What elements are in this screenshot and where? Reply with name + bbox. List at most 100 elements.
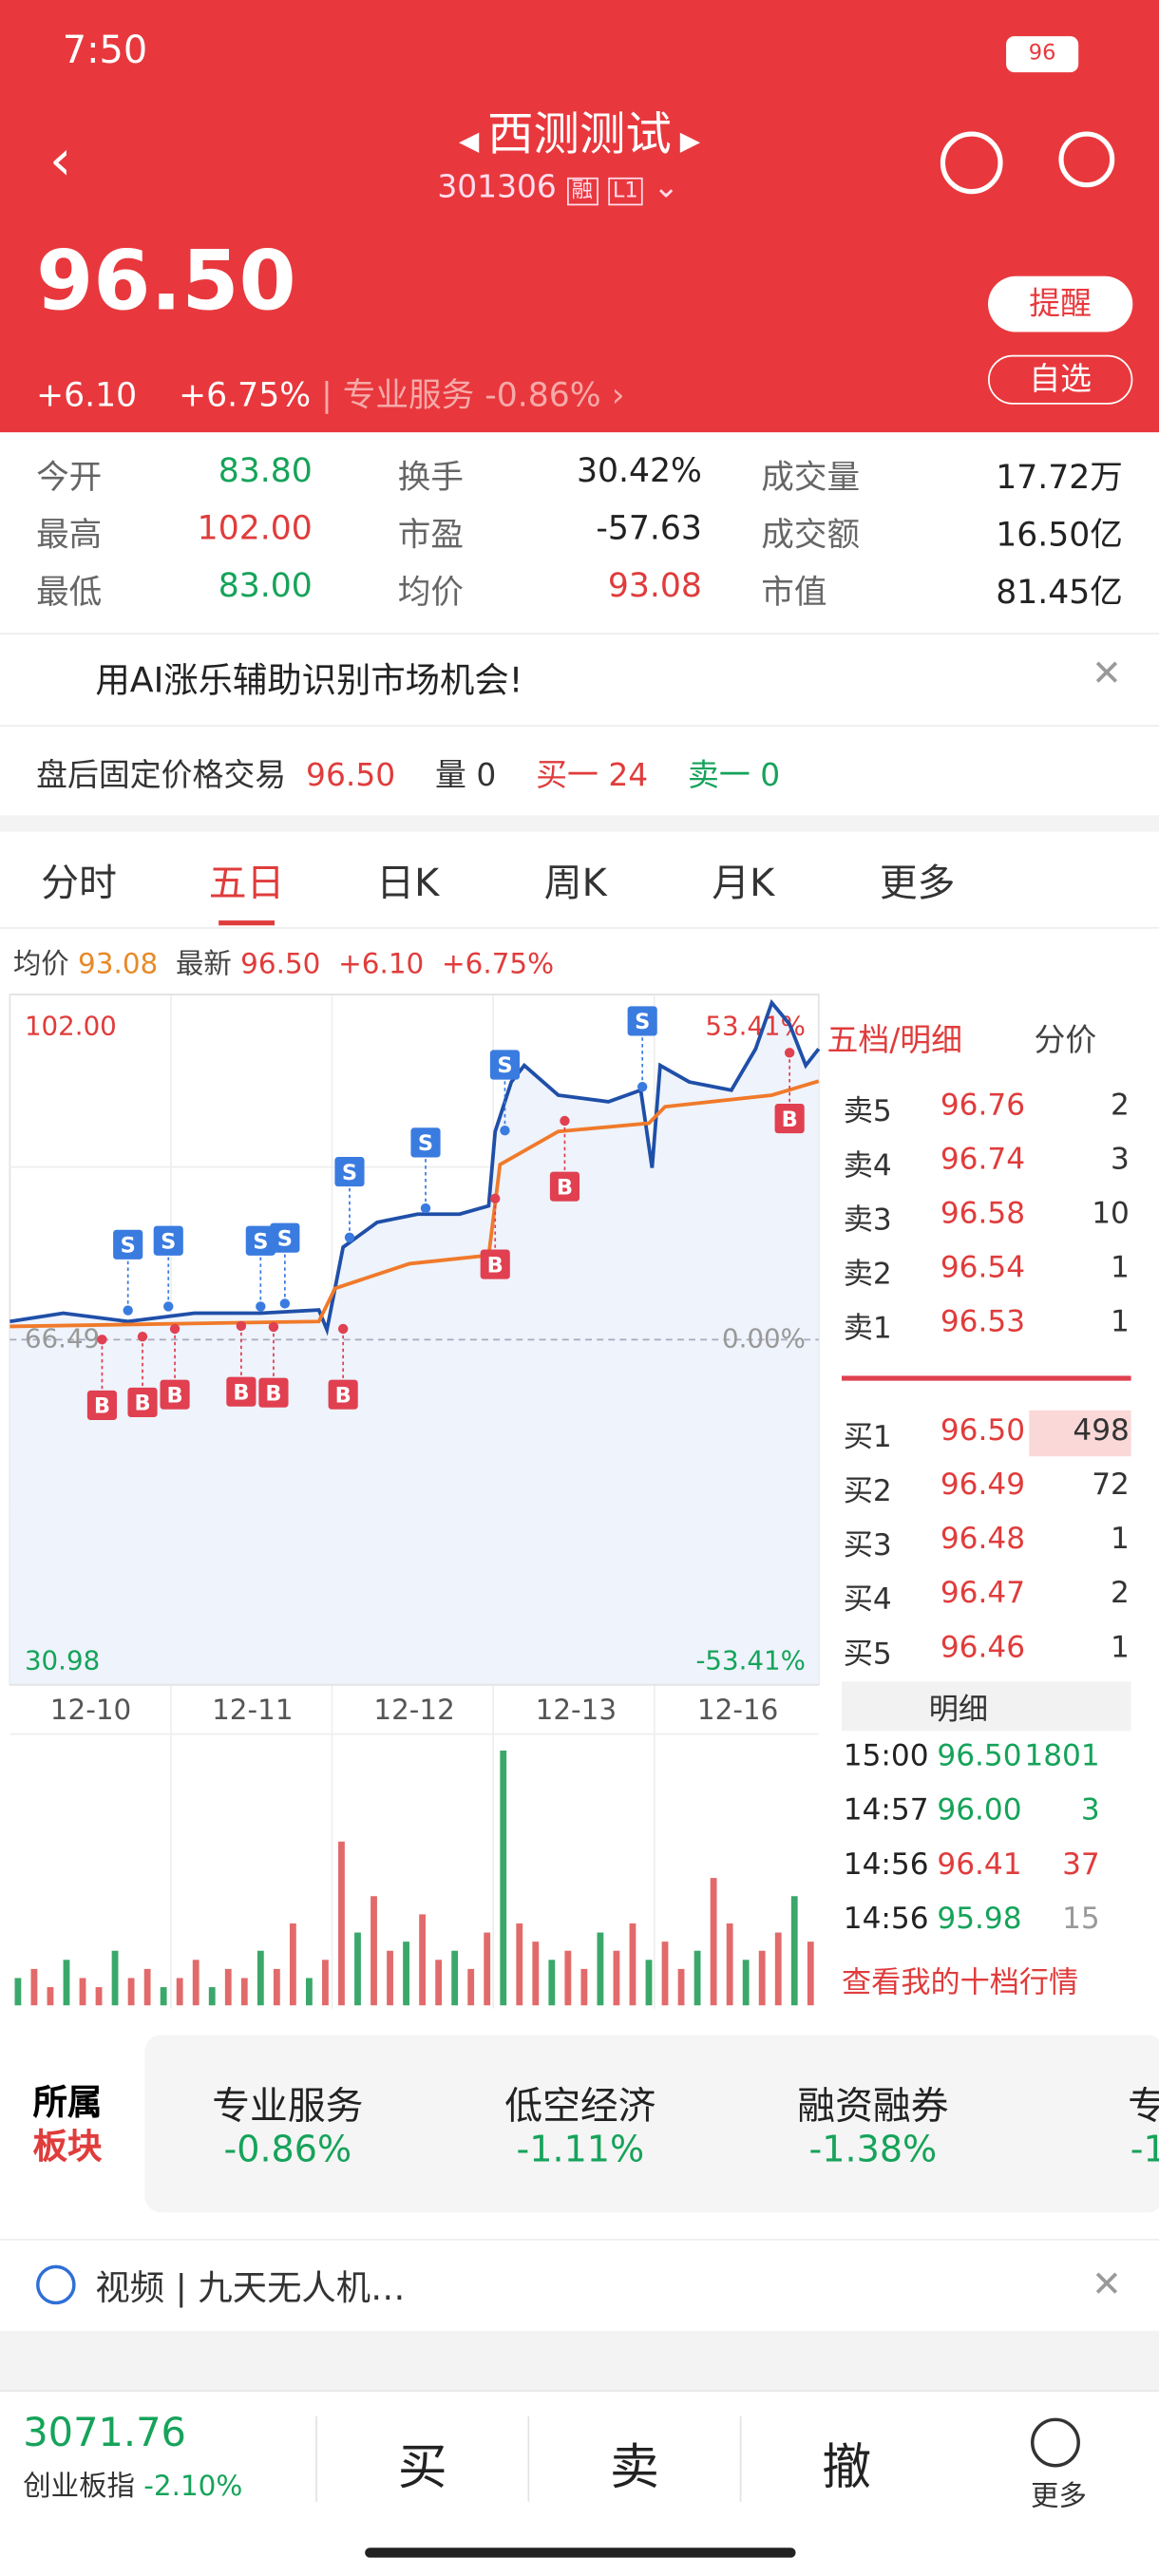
marker-box (160, 1379, 190, 1410)
action[interactable]: 卖 (610, 2439, 659, 2497)
ai-banner[interactable]: 用AI涨乐辅助识别市场机会! (95, 660, 523, 701)
book-qty: 2 (1111, 1088, 1130, 1123)
action[interactable]: 更多 (1031, 2480, 1087, 2513)
detail-header[interactable]: 明细 (928, 1693, 989, 1728)
book-level: 买1 (843, 1420, 892, 1455)
tab[interactable]: 五日 (208, 862, 285, 906)
stat-label: 今开 (36, 457, 103, 497)
book-price: 96.53 (940, 1305, 1026, 1340)
header-bg (0, 0, 1159, 433)
volume-bar (95, 1987, 103, 2006)
marker-label: B (335, 1383, 352, 1408)
book-level: 买3 (843, 1528, 892, 1563)
side-tab[interactable]: 分价 (1034, 1022, 1097, 1059)
volume-bar (370, 1896, 377, 2006)
tab[interactable]: 月K (712, 862, 775, 906)
trade-time: 15:00 (843, 1738, 929, 1774)
sector-label-1: 所属 (32, 2082, 103, 2123)
marker-dot (236, 1320, 247, 1332)
sector-name[interactable]: 融资融券 (797, 2086, 949, 2129)
marker-label: B (166, 1383, 182, 1408)
latest-label: 最新 (175, 948, 232, 982)
marker-dot (123, 1305, 133, 1316)
video-link[interactable]: 视频 | 九天无人机… (95, 2268, 406, 2308)
book-level: 买5 (843, 1637, 892, 1672)
trade-price: 95.98 (937, 1902, 1022, 1937)
marker-label: S (161, 1229, 176, 1254)
book-price: 96.49 (940, 1468, 1026, 1503)
watchlist-button[interactable]: 自选 (988, 354, 1133, 405)
pct-tick-label: 0.00% (722, 1322, 806, 1354)
book-level: 卖5 (843, 1094, 892, 1129)
marker-box (258, 1377, 289, 1408)
x-tick-label: 12-16 (697, 1694, 778, 1726)
marker-box (245, 1225, 276, 1256)
avg: 93.08 (78, 948, 159, 982)
sector-label-2: 板块 (32, 2127, 103, 2167)
chart: 102.00 53.41%66.49 0.00%30.98 -53.41%S S S SSS… (9, 994, 821, 2009)
marker-label: B (487, 1253, 504, 1278)
tag: L1 (607, 177, 643, 206)
stat-value: 83.00 (218, 565, 313, 605)
tag: 融 (566, 177, 598, 206)
volume-bar (403, 1941, 409, 2006)
sector-name[interactable]: 专精 (1017, 2074, 1159, 2131)
marker-box (226, 1376, 256, 1407)
sector-name[interactable]: 低空经济 (504, 2086, 656, 2129)
close-button[interactable]: ✕ (1092, 2264, 1122, 2306)
tab[interactable]: 周K (543, 862, 607, 906)
volume-bar (208, 1987, 216, 2006)
volume-bar (127, 1978, 135, 2006)
volume-bar (597, 1932, 604, 2006)
volume-bar (79, 1978, 86, 2006)
book-price: 96.46 (940, 1630, 1026, 1665)
marker-label: B (134, 1392, 150, 1416)
trade-price: 96.41 (937, 1847, 1022, 1883)
book-qty: 498 (1073, 1413, 1130, 1449)
sector-name[interactable]: 专业服务 (212, 2086, 364, 2129)
marker-dot (169, 1323, 180, 1335)
back-button[interactable]: ‹ (48, 127, 72, 195)
volume-bar (224, 1968, 232, 2006)
marker-box (549, 1171, 580, 1202)
volume-bar (160, 1987, 167, 2006)
volume-bar (580, 1968, 588, 2006)
volume-bar (742, 1960, 750, 2006)
stat-label: 成交额 (761, 514, 861, 555)
volume-bar (387, 1950, 393, 2006)
pct: +6.75% (179, 374, 312, 415)
book-level: 卖1 (843, 1311, 892, 1347)
alert-button[interactable]: 提醒 (988, 275, 1133, 332)
stat-label: 市盈 (397, 514, 465, 555)
volume-bar (661, 1941, 669, 2006)
sector-pct: -0.86% (223, 2130, 352, 2171)
volume-bar (451, 1950, 459, 2006)
stat-label: 最低 (36, 572, 103, 612)
marker-box (86, 1390, 118, 1421)
spacer (0, 2330, 1159, 2391)
book-link[interactable]: 查看我的十档行情 (842, 1965, 1079, 2001)
close-button[interactable]: ✕ (1092, 653, 1122, 696)
tab[interactable]: 日K (376, 862, 440, 906)
tab[interactable]: 分时 (41, 862, 117, 906)
action[interactable]: 撤 (822, 2439, 872, 2497)
book-price: 96.47 (940, 1576, 1026, 1611)
stat-label: 均价 (397, 572, 465, 612)
stat-label: 换手 (397, 457, 465, 497)
volume-bar (176, 1978, 183, 2006)
volume-bar (273, 1968, 280, 2006)
tab[interactable]: 更多 (879, 862, 956, 906)
search-button[interactable] (1058, 131, 1115, 188)
series-line (10, 998, 821, 1336)
volume-bar (30, 1968, 38, 2006)
volume-bar (192, 1960, 200, 2006)
refresh-button[interactable] (940, 131, 1003, 195)
book-level: 卖4 (843, 1148, 892, 1184)
side-tab[interactable]: 五档/明细 (826, 1022, 963, 1059)
action[interactable]: 买 (397, 2439, 447, 2497)
stat-value: 81.45亿 (996, 572, 1123, 612)
book-qty: 1 (1111, 1250, 1130, 1286)
action-sep (739, 2415, 742, 2502)
marker-label: B (782, 1108, 798, 1132)
